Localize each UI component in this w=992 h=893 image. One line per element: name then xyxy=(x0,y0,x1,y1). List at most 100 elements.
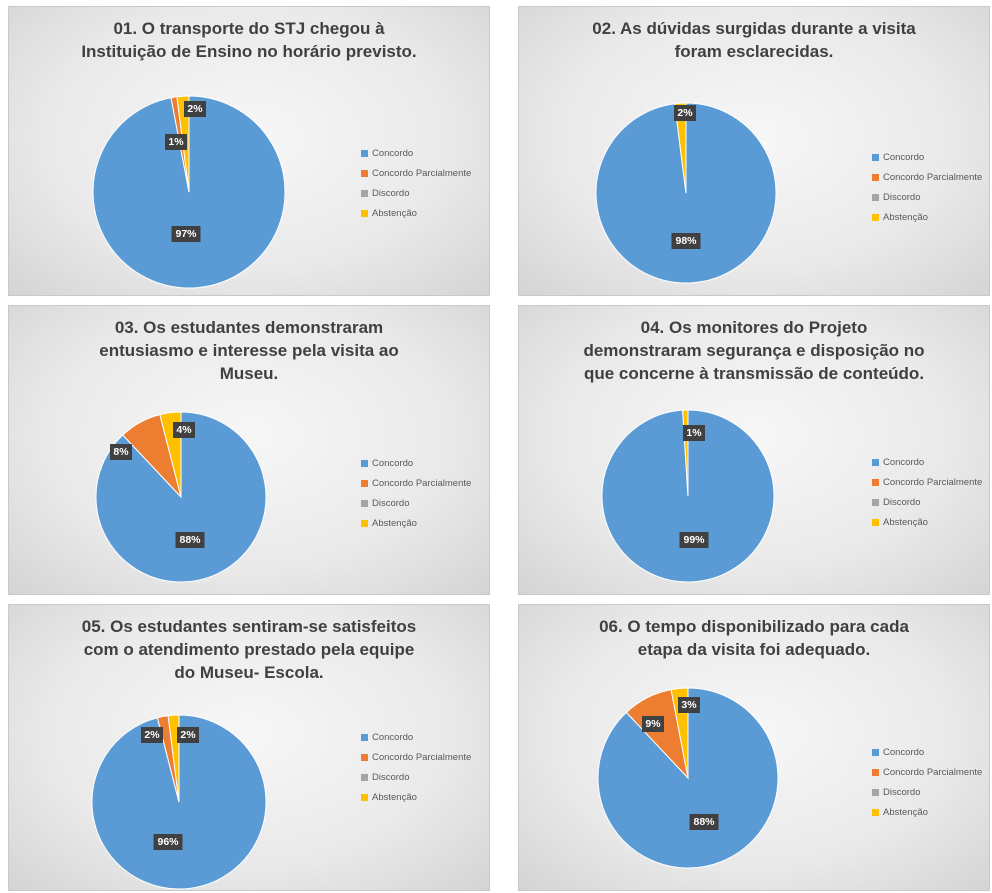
title-line: etapa da visita foi adequado. xyxy=(637,640,871,659)
title-line: entusiasmo e interesse pela visita ao xyxy=(99,341,399,360)
legend-label: Abstenção xyxy=(372,517,417,529)
legend-label: Abstenção xyxy=(883,211,928,223)
legend-swatch xyxy=(361,733,368,741)
pie-chart: 99% 1% xyxy=(601,409,775,583)
legend-item: Concordo xyxy=(361,453,489,473)
data-label: 4% xyxy=(176,424,192,436)
legend-swatch xyxy=(361,773,368,781)
data-label-box xyxy=(689,814,719,830)
legend-label: Concordo Parcialmente xyxy=(883,766,983,778)
legend-label: Discordo xyxy=(372,771,410,783)
title-line: do Museu- Escola. xyxy=(174,663,324,682)
data-label: 88% xyxy=(693,816,715,828)
data-label: 9% xyxy=(645,718,661,730)
legend-swatch xyxy=(872,518,879,526)
legend-item: Abstenção xyxy=(872,512,989,532)
chart-title: 04. Os monitores do Projeto demonstraram… xyxy=(519,316,989,385)
legend-item: Discordo xyxy=(872,492,989,512)
data-label-box xyxy=(678,697,700,713)
legend-swatch xyxy=(872,478,879,486)
legend-label: Discordo xyxy=(372,497,410,509)
legend-item: Abstenção xyxy=(872,802,989,822)
legend-swatch xyxy=(872,458,879,466)
legend-item: Abstenção xyxy=(361,513,489,533)
data-label: 3% xyxy=(681,699,697,711)
chart-panel-5: 05. Os estudantes sentiram-se satisfeito… xyxy=(8,604,490,891)
data-label: 2% xyxy=(144,729,160,741)
legend-label: Concordo xyxy=(372,731,414,743)
data-label-box xyxy=(674,105,696,121)
legend-item: Discordo xyxy=(872,782,989,802)
legend-label: Abstenção xyxy=(372,791,417,803)
legend-swatch xyxy=(361,519,368,527)
legend-swatch xyxy=(361,189,368,197)
pie-chart: 88% 8% 4% xyxy=(95,411,267,583)
legend-item: Abstenção xyxy=(872,207,989,227)
legend-label: Discordo xyxy=(883,496,921,508)
legend-swatch xyxy=(872,153,879,161)
legend-label: Concordo Parcialmente xyxy=(372,751,472,763)
legend-item: Concordo Parcialmente xyxy=(361,473,489,493)
pie-chart: 88% 9% 3% xyxy=(597,687,779,869)
legend-swatch xyxy=(361,793,368,801)
legend-item: Concordo Parcialmente xyxy=(872,472,989,492)
legend-label: Discordo xyxy=(883,191,921,203)
legend-item: Concordo xyxy=(361,143,489,163)
data-label-box xyxy=(177,727,199,743)
legend-item: Concordo xyxy=(872,147,989,167)
pie-chart: 96% 2% 2% xyxy=(91,714,267,890)
legend-item: Concordo Parcialmente xyxy=(361,163,489,183)
legend-swatch xyxy=(872,213,879,221)
legend-label: Concordo Parcialmente xyxy=(883,476,983,488)
legend-label: Concordo Parcialmente xyxy=(372,167,472,179)
title-line: Museu. xyxy=(219,364,279,383)
legend-swatch xyxy=(872,788,879,796)
data-label-box xyxy=(110,444,132,460)
chart-panel-6: 06. O tempo disponibilizado para cada et… xyxy=(518,604,990,891)
title-line: demonstraram segurança e disposição no xyxy=(583,341,925,360)
title-line: 01. O transporte do STJ chegou à xyxy=(113,19,385,38)
legend-swatch xyxy=(872,193,879,201)
legend-swatch xyxy=(361,499,368,507)
data-label: 2% xyxy=(677,107,693,119)
chart-panel-1: 01. O transporte do STJ chegou à Institu… xyxy=(8,6,490,296)
chart-legend: Concordo Concordo Parcialmente Discordo … xyxy=(872,147,989,227)
chart-legend: Concordo Concordo Parcialmente Discordo … xyxy=(872,452,989,532)
data-label-box xyxy=(683,425,705,441)
legend-item: Abstenção xyxy=(361,787,489,807)
legend-swatch xyxy=(361,149,368,157)
legend-item: Abstenção xyxy=(361,203,489,223)
chart-panel-3: 03. Os estudantes demonstraram entusiasm… xyxy=(8,305,490,595)
title-line: foram esclarecidas. xyxy=(674,42,834,61)
legend-label: Discordo xyxy=(372,187,410,199)
title-line: que concerne à transmissão de conteúdo. xyxy=(583,364,925,383)
chart-legend: Concordo Concordo Parcialmente Discordo … xyxy=(361,453,489,533)
pie-slice-absten-o xyxy=(167,714,180,803)
data-label-box xyxy=(171,226,201,242)
chart-title: 02. As dúvidas surgidas durante a visita… xyxy=(519,17,989,63)
legend-swatch xyxy=(361,753,368,761)
chart-panel-4: 04. Os monitores do Projeto demonstraram… xyxy=(518,305,990,595)
data-label-box xyxy=(184,101,206,117)
legend-swatch xyxy=(361,169,368,177)
legend-item: Concordo xyxy=(872,452,989,472)
chart-panel-2: 02. As dúvidas surgidas durante a visita… xyxy=(518,6,990,296)
legend-label: Abstenção xyxy=(372,207,417,219)
legend-swatch xyxy=(872,173,879,181)
chart-legend: Concordo Concordo Parcialmente Discordo … xyxy=(361,727,489,807)
title-line: 05. Os estudantes sentiram-se satisfeito… xyxy=(81,617,417,636)
legend-label: Concordo Parcialmente xyxy=(372,477,472,489)
legend-swatch xyxy=(872,768,879,776)
data-label: 1% xyxy=(168,136,184,148)
legend-item: Discordo xyxy=(361,767,489,787)
data-label: 1% xyxy=(686,427,702,439)
data-label-box xyxy=(642,716,664,732)
legend-label: Discordo xyxy=(883,786,921,798)
legend-swatch xyxy=(361,209,368,217)
data-label: 97% xyxy=(175,228,197,240)
data-label-box xyxy=(141,727,163,743)
data-label-box xyxy=(175,532,205,548)
data-label-box xyxy=(679,532,709,548)
data-label: 88% xyxy=(179,534,201,546)
data-label: 99% xyxy=(683,534,705,546)
